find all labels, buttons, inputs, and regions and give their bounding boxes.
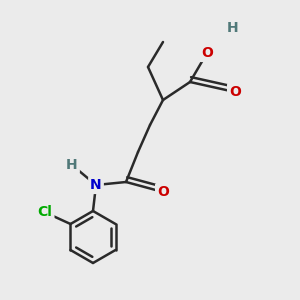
Text: H: H [227, 21, 239, 35]
Text: Cl: Cl [38, 205, 52, 219]
Text: O: O [157, 185, 169, 199]
Text: H: H [66, 158, 78, 172]
Text: O: O [201, 46, 213, 60]
Text: O: O [229, 85, 241, 99]
Text: N: N [90, 178, 102, 192]
